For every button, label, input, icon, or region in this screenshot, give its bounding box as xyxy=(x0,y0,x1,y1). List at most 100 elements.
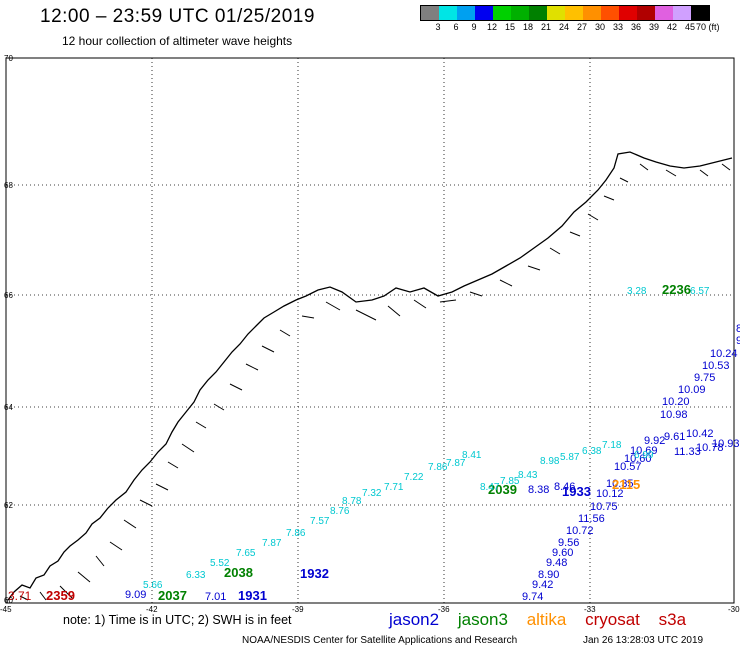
track-label-jason2: 10.20 xyxy=(662,396,690,408)
y-tick-label: 62 xyxy=(4,501,13,510)
track-label-s3a: 7.32 xyxy=(362,488,382,499)
track-label-s3a: 7.22 xyxy=(404,472,424,483)
track-label-jason2: 10.60 xyxy=(624,453,652,465)
scale-swatch xyxy=(547,6,565,20)
scale-label: 6 xyxy=(453,22,459,32)
track-label-cryosat: 2359 xyxy=(46,588,75,603)
track-label-jason2: 11.56 xyxy=(578,513,605,525)
track-label-s3a: 6.99 xyxy=(634,450,654,461)
track-label-jason3: 2037 xyxy=(158,588,187,603)
satellite-legend: jason2 jason3 altika cryosat s3a xyxy=(389,610,700,630)
scale-swatch xyxy=(655,6,673,20)
track-label-s3a: 7.86 xyxy=(286,528,306,539)
legend-s3a: s3a xyxy=(658,610,687,629)
track-label-s3a: 8.98 xyxy=(540,456,560,467)
x-tick-label: -39 xyxy=(292,605,304,614)
y-tick-label: 68 xyxy=(4,181,13,190)
scale-swatch xyxy=(511,6,529,20)
track-label-jason2: 10.12 xyxy=(596,488,624,500)
track-label-s3a: 8.78 xyxy=(342,496,362,507)
x-tick-label: -36 xyxy=(438,605,450,614)
track-label-jason2: 9.56 xyxy=(558,537,579,549)
scale-swatch xyxy=(673,6,691,20)
track-label-s3a: 7.86 xyxy=(428,462,448,473)
track-label-jason2: 8 xyxy=(736,323,740,335)
legend-cryosat: cryosat xyxy=(585,610,640,629)
y-tick-label: 60 xyxy=(4,596,13,605)
scale-label: 39 xyxy=(648,22,659,32)
map-frame xyxy=(5,57,735,604)
track-label-jason3: 2236 xyxy=(662,282,691,297)
track-label-jason2: 9.92 xyxy=(644,435,665,447)
scale-label: 18 xyxy=(522,22,533,32)
scale-label: 42 xyxy=(666,22,677,32)
greenland-fjords xyxy=(19,163,731,601)
track-label-jason2: 1932 xyxy=(300,566,329,581)
x-tick-label: -42 xyxy=(146,605,158,614)
scale-swatch xyxy=(637,6,655,20)
map-title: 12:00 – 23:59 UTC 01/25/2019 xyxy=(40,6,315,27)
track-labels: 9.749.42 9.09 7.01 1931 1932 1933 8.38 8.46 10.1… xyxy=(8,282,740,603)
track-label-s3a: 7.71 xyxy=(384,482,404,493)
scale-swatch xyxy=(619,6,637,20)
track-label-jason2: 9.42 xyxy=(532,579,553,591)
track-label-jason3: 2039 xyxy=(488,482,517,497)
track-label-s3a: 7.65 xyxy=(236,548,256,559)
scale-label: 27 xyxy=(576,22,587,32)
track-label-jason2: 8.38 xyxy=(528,484,549,496)
track-label-s3a: 5.87 xyxy=(560,452,580,463)
track-label-jason2: 8.46 xyxy=(554,481,575,493)
track-label-jason2: 10.35 xyxy=(606,478,634,490)
track-label-s3a: 7.87 xyxy=(262,538,282,549)
scale-label: 30 xyxy=(594,22,605,32)
y-tick-label: 64 xyxy=(4,403,13,412)
track-label-jason2: 10.24 xyxy=(710,348,738,360)
track-label-jason2: 10.09 xyxy=(678,384,706,396)
track-label-s3a: 6.33 xyxy=(186,570,206,581)
track-label-jason2: 10.42 xyxy=(686,428,714,440)
scale-label: 45 xyxy=(684,22,695,32)
scale-label: 24 xyxy=(558,22,569,32)
scale-swatch xyxy=(439,6,457,20)
scale-swatch xyxy=(691,6,709,20)
scale-label: 12 xyxy=(486,22,497,32)
track-label-s3a: 7.57 xyxy=(310,516,330,527)
legend-altika: altika xyxy=(526,610,567,629)
track-label-jason2: 9.75 xyxy=(694,372,715,384)
track-label-jason2: 10.75 xyxy=(590,501,618,513)
axis-labels: -45 -42 -39 -36 -33 -30 70 68 66 64 62 60 xyxy=(0,54,740,614)
greenland-coastline xyxy=(7,151,733,601)
footer-note: note: 1) Time is in UTC; 2) SWH is in fe… xyxy=(63,613,292,627)
track-label-jason2: 9.3 xyxy=(736,335,740,347)
legend-jason3: jason3 xyxy=(457,610,508,629)
track-label-s3a: 5.52 xyxy=(210,558,230,569)
map-subtitle: 12 hour collection of altimeter wave hei… xyxy=(62,34,293,48)
scale-swatch xyxy=(565,6,583,20)
track-label-jason2: 7.01 xyxy=(205,591,226,603)
scale-label: 33 xyxy=(612,22,623,32)
scale-swatch xyxy=(493,6,511,20)
legend-jason2: jason2 xyxy=(389,610,440,629)
track-label-s3a: 8.43 xyxy=(518,470,538,481)
color-scale-labels: 3 6 9 12 15 18 21 24 27 30 33 36 39 42 45 70 (ft) xyxy=(420,22,730,34)
track-label-s3a: 3.28 xyxy=(627,286,647,297)
map-grid xyxy=(6,58,734,603)
track-label-s3a: 8.47 xyxy=(480,482,500,493)
scale-swatch xyxy=(529,6,547,20)
track-label-jason2: 10.93 xyxy=(712,438,740,450)
track-label-s3a: 6.57 xyxy=(690,286,710,297)
track-label-s3a: 7.18 xyxy=(602,440,622,451)
track-label-jason2: 8.90 xyxy=(538,569,559,581)
track-label-jason2: 9.61 xyxy=(664,431,685,443)
scale-swatch xyxy=(583,6,601,20)
track-label-s3a: 6.38 xyxy=(582,446,602,457)
scale-swatch xyxy=(457,6,475,20)
track-label-s3a: 8.41 xyxy=(462,450,482,461)
track-label-jason2: 10.69 xyxy=(630,445,658,457)
track-label-jason2: 10.72 xyxy=(566,525,594,537)
track-label-jason2: 11.33 xyxy=(674,446,701,458)
scale-swatch xyxy=(421,6,439,20)
x-tick-label: -45 xyxy=(0,605,12,614)
scale-label: 21 xyxy=(540,22,551,32)
